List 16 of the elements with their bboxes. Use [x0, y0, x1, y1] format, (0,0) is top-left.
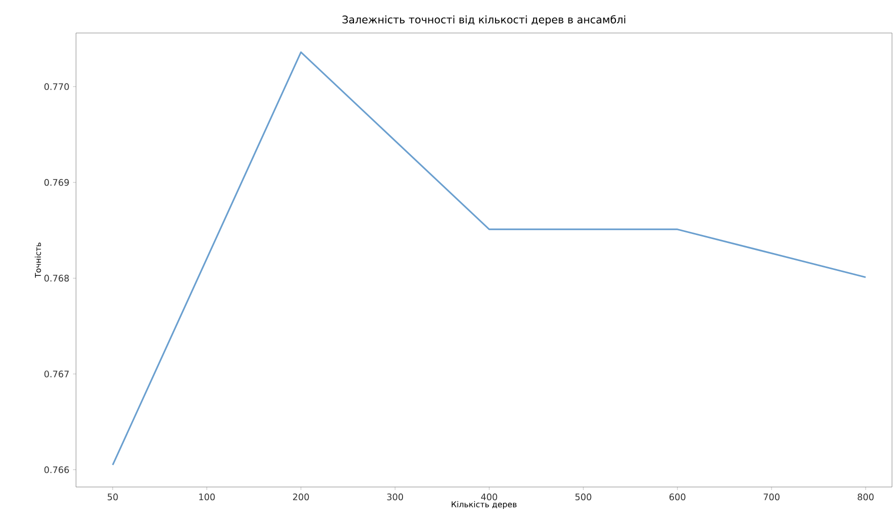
x-tick-label: 600 — [669, 494, 686, 500]
x-tick-label: 50 — [108, 494, 118, 500]
y-tick-label: 0.766 — [44, 466, 69, 474]
line-series — [112, 51, 866, 466]
y-tick-label: 0.770 — [44, 83, 69, 90]
x-tick-label: 500 — [575, 494, 592, 500]
chart-title: Залежність точності від кількості дерев в ансамблі — [342, 15, 626, 26]
x-tick-label: 800 — [858, 494, 874, 500]
y-tick-label: 0.769 — [44, 179, 69, 186]
x-tick-label: 400 — [481, 494, 498, 500]
x-tick-label: 100 — [199, 494, 215, 500]
y-tick-label: 0.768 — [44, 274, 69, 282]
x-tick-label: 300 — [387, 494, 404, 500]
x-tick-label: 700 — [764, 494, 780, 500]
y-tick-label: 0.767 — [44, 370, 69, 378]
x-tick-label: 200 — [293, 494, 309, 500]
